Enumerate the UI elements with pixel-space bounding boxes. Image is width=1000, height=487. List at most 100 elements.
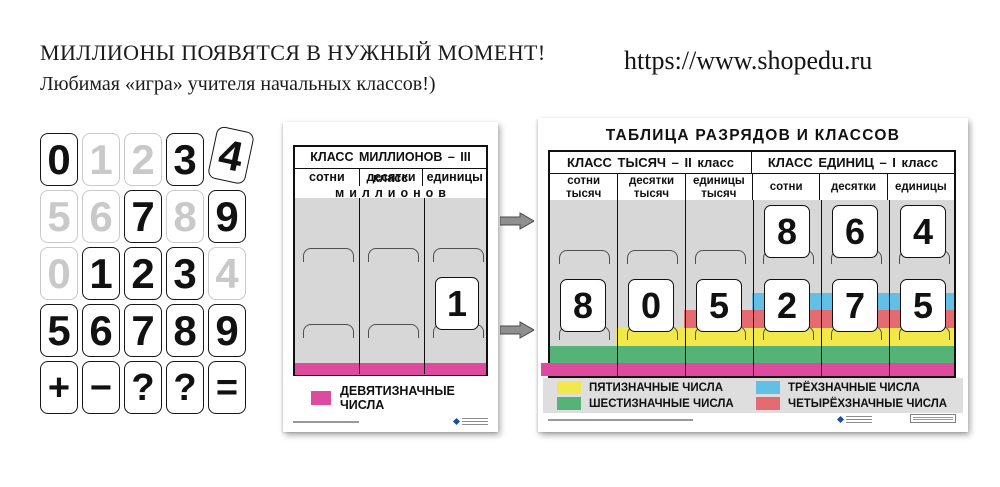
column-header-hundreds-thousands: сотни тысяч [566,174,602,200]
diamond-icon [836,415,845,423]
page-title: МИЛЛИОНЫ ПОЯВЯТСЯ В НУЖНЫЙ МОМЕНТ! [40,40,546,65]
digit-card-units: 5 [900,279,946,332]
column-divider [752,200,755,376]
empty-pocket [368,324,419,338]
yellow-swatch-icon [557,381,581,394]
digit-card-ten-thousands: 0 [628,279,674,332]
legend-five-digit: ПЯТИЗНАЧНЫЕ ЧИСЛА [557,381,723,394]
magenta-swatch-icon [311,391,332,405]
number-card: 0 [40,133,78,186]
right-arrow-icon [500,212,534,230]
empty-pocket [368,248,419,262]
legend-label: ДЕВЯТИЗНАЧНЫЕ ЧИСЛА [340,384,455,412]
number-card-tilted: 4 [206,125,256,186]
number-card: 7 [124,304,162,357]
green-swatch-icon [557,397,581,410]
four-digit-stripe [684,310,954,328]
column-header-tens: десятки [819,174,886,201]
millions-legend: ДЕВЯТИЗНАЧНЫЕ ЧИСЛА [293,384,488,412]
fine-print-box [910,414,956,423]
empty-pocket [627,250,678,264]
column-divider [358,198,361,374]
symbol-card-question: ? [124,361,162,414]
digit-card-units: 4 [900,205,946,258]
site-url-link[interactable]: https://www.shopedu.ru [624,46,873,75]
digit-card-hundred-thousands: 8 [560,279,606,332]
page-subtitle: Любимая «игра» учителя начальных классов… [40,73,436,95]
empty-pocket [303,324,354,338]
fine-print [548,419,693,421]
millions-body: 1 [293,198,488,376]
thousands-class-title: КЛАСС ТЫСЯЧ – II класс [550,152,752,173]
page-header: МИЛЛИОНЫ ПОЯВЯТСЯ В НУЖНЫЙ МОМЕНТ! Любим… [40,40,546,96]
symbol-card-plus: + [40,361,78,414]
number-card: 3 [166,133,204,186]
nine-digit-stripe [295,363,486,375]
number-card: 8 [166,304,204,357]
column-divider [820,200,823,376]
number-card: 0 [40,247,78,300]
digit-card-millions-units: 1 [435,277,479,330]
digit-card-tens: 7 [832,279,878,332]
number-card: 8 [166,190,204,243]
number-card: 9 [208,304,246,357]
number-card: 4 [208,247,246,300]
column-header-tens: десятки [358,169,423,186]
number-card-grid: 0 1 2 3 4 5 6 7 8 9 0 1 2 3 4 5 6 7 8 9 … [40,125,256,414]
digit-card-thousands: 5 [696,279,742,332]
empty-pocket [433,248,484,262]
digit-card-tens: 6 [832,205,878,258]
column-header-hundreds: сотни [752,174,819,201]
number-card: 2 [124,133,162,186]
column-header-units-thousands: единицы тысяч [684,174,752,201]
empty-pocket [303,248,354,262]
classes-body: 8 6 4 8 0 5 2 7 5 [541,200,956,378]
blue-swatch-icon [756,381,780,394]
units-class-title: КЛАСС ЕДИНИЦ – I класс [767,155,939,170]
number-card: 1 [82,133,120,186]
fine-print [293,421,359,423]
digit-card-hundreds: 2 [764,279,810,332]
column-header-units: единицы [422,169,486,186]
number-card: 6 [82,190,120,243]
column-header-units: единицы [886,174,954,201]
number-card: 1 [82,247,120,300]
poster-title: ТАБЛИЦА РАЗРЯДОВ И КЛАССОВ [605,127,901,144]
legend-six-digit: ШЕСТИЗНАЧНЫЕ ЧИСЛА [557,397,734,410]
digits-classes-poster: ТАБЛИЦА РАЗРЯДОВ И КЛАССОВ КЛАСС ТЫСЯЧ –… [538,118,968,432]
symbol-card-minus: − [82,361,120,414]
column-divider [423,198,426,374]
symbol-card-equals: = [208,361,246,414]
red-swatch-icon [756,397,780,410]
six-digit-stripe [550,346,954,363]
column-divider [888,200,891,376]
legend-band: ПЯТИЗНАЧНЫЕ ЧИСЛА ШЕСТИЗНАЧНЫЕ ЧИСЛА ТРЁ… [543,378,963,413]
column-divider [616,200,619,376]
legend-four-digit: ЧЕТЫРЁХЗНАЧНЫЕ ЧИСЛА [756,397,947,410]
number-card: 5 [40,190,78,243]
right-arrow-icon [500,321,534,339]
millions-class-poster: КЛАСС МИЛЛИОНОВ – III класс сотни десятк… [283,122,498,432]
diamond-icon [452,417,461,425]
empty-pocket [695,250,746,264]
millions-header-table: КЛАСС МИЛЛИОНОВ – III класс сотни десятк… [293,145,488,203]
empty-pocket [559,250,610,264]
millions-class-title: КЛАСС МИЛЛИОНОВ – III класс [295,147,486,185]
number-card: 6 [82,304,120,357]
number-card: 2 [124,247,162,300]
digit-card-hundreds: 8 [764,205,810,258]
classes-header-table: КЛАСС ТЫСЯЧ – II класс КЛАСС ЕДИНИЦ – I … [548,150,956,203]
nine-digit-stripe [541,363,954,376]
symbol-card-question: ? [166,361,204,414]
legend-three-digit: ТРЁХЗНАЧНЫЕ ЧИСЛА [756,381,920,394]
publisher-logo [836,415,872,423]
column-header-tens-thousands: десятки тысяч [617,174,684,201]
publisher-logo [452,417,488,425]
number-card: 7 [124,190,162,243]
millions-span-label: миллионов [334,186,451,200]
column-divider [684,200,687,376]
number-card: 3 [166,247,204,300]
number-card: 5 [40,304,78,357]
number-card: 9 [208,190,246,243]
column-header-hundreds: сотни [309,170,345,184]
